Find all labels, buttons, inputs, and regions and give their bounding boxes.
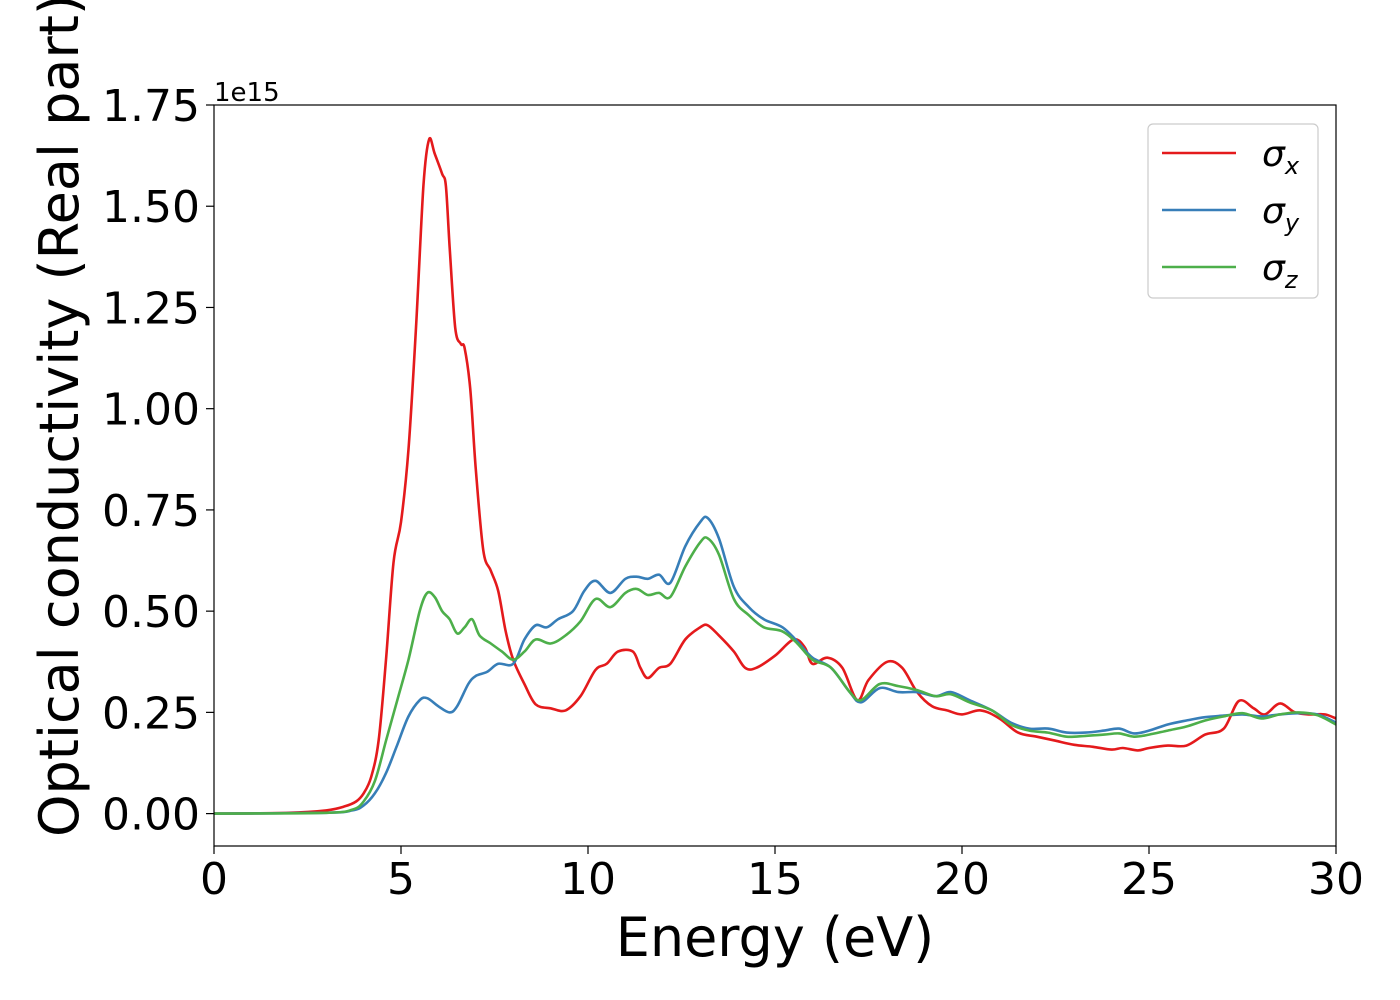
y-axis-label: Optical conductivity (Real part) xyxy=(28,0,91,837)
y-tick-label: 0.00 xyxy=(102,790,200,841)
y-tick-label: 0.50 xyxy=(102,587,200,638)
y-offset-label: 1e15 xyxy=(214,78,280,108)
x-tick-label: 15 xyxy=(747,854,803,905)
x-tick-label: 20 xyxy=(934,854,990,905)
legend-label-z: σz xyxy=(1262,248,1299,294)
y-tick-label: 0.75 xyxy=(102,486,200,537)
x-tick-label: 5 xyxy=(387,854,415,905)
x-tick-label: 10 xyxy=(560,854,616,905)
legend-label-y: σy xyxy=(1262,191,1300,237)
legend: σx σy σz xyxy=(1147,123,1319,299)
series-layer xyxy=(213,136,1337,815)
y-tick-label: 1.75 xyxy=(102,81,200,132)
x-axis-label: Energy (eV) xyxy=(616,906,935,969)
x-tick-label: 25 xyxy=(1121,854,1177,905)
y-tick-label: 1.25 xyxy=(102,283,200,334)
y-tick-label: 1.00 xyxy=(102,385,200,436)
ticks-layer: 0 5 10 15 20 25 30 0.00 0.25 0.50 0.75 1.00 1.25 1.50… xyxy=(102,81,1364,905)
series-line-y xyxy=(213,515,1337,815)
y-tick-label: 0.25 xyxy=(102,688,200,739)
series-line-x xyxy=(213,136,1337,815)
legend-label-x: σx xyxy=(1262,134,1300,180)
x-tick-label: 0 xyxy=(200,854,228,905)
y-tick-label: 1.50 xyxy=(102,182,200,233)
series-line-z xyxy=(213,536,1337,815)
x-tick-label: 30 xyxy=(1308,854,1364,905)
